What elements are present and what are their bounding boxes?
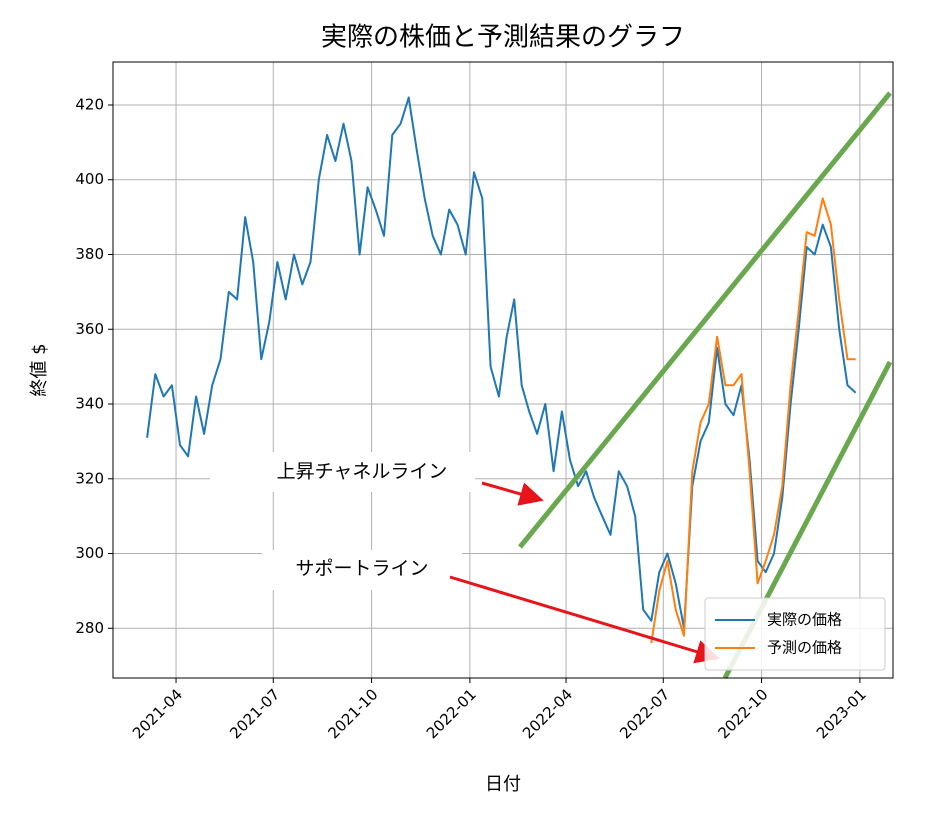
x-tick-label: 2022-10	[715, 685, 772, 742]
y-tick-label: 400	[75, 170, 104, 188]
channel-lines	[518, 91, 893, 680]
legend-label: 予測の価格	[767, 639, 842, 657]
legend-box	[704, 597, 886, 671]
annotation: 上昇チャネルライン	[277, 461, 448, 483]
y-tick-label: 380	[75, 245, 104, 263]
x-tick-label: 2021-10	[325, 685, 382, 742]
chart-title: 実際の株価と予測結果のグラフ	[321, 23, 685, 53]
y-tick-label: 360	[75, 320, 104, 338]
y-tick-label: 300	[75, 544, 104, 562]
plot-frame	[112, 61, 894, 679]
y-tick-label: 280	[75, 619, 104, 637]
x-tick-label: 2022-01	[423, 685, 480, 742]
annotation-box	[210, 452, 475, 492]
legend-label: 実際の価格	[767, 611, 842, 629]
x-tick-label: 2021-07	[226, 685, 283, 742]
x-tick-label: 2023-01	[813, 685, 870, 742]
arrow	[449, 575, 720, 664]
y-tick-label: 340	[75, 395, 104, 413]
x-axis-label: 日付	[485, 774, 521, 795]
series-line	[650, 197, 856, 644]
lines	[146, 96, 857, 644]
series-line	[146, 96, 857, 630]
y-tick-label: 320	[75, 469, 104, 487]
y-axis-label: 終値 $	[29, 343, 50, 396]
x-tick-label: 2022-04	[519, 685, 576, 742]
y-tick-label: 420	[75, 95, 104, 113]
x-tick-label: 2021-04	[129, 685, 186, 742]
channel-upper	[518, 91, 892, 549]
annotation-box	[262, 550, 462, 590]
annotation: サポートライン	[295, 558, 428, 580]
x-tick-label: 2022-07	[616, 685, 673, 742]
arrow	[481, 481, 544, 506]
